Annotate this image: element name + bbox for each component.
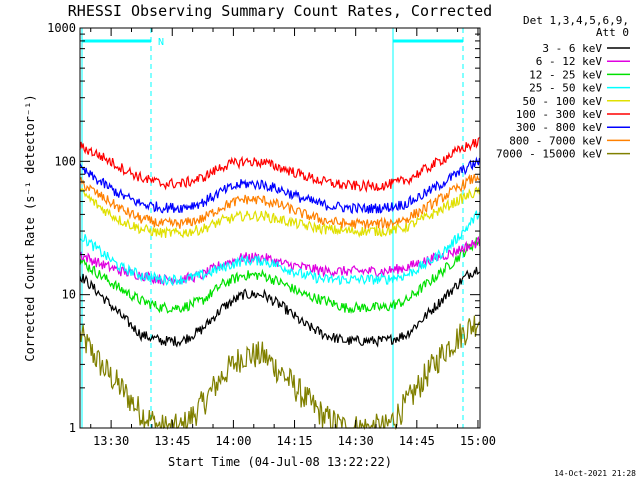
- timestamp: 14-Oct-2021 21:28: [554, 469, 636, 478]
- series-line-0: [79, 266, 480, 348]
- legend-header: Det 1,3,4,5,6,9,: [523, 14, 629, 27]
- series-line-8: [79, 315, 481, 431]
- series-line-5: [79, 137, 480, 194]
- x-tick-label: 14:15: [276, 434, 312, 448]
- chart-title: RHESSI Observing Summary Count Rates, Co…: [68, 2, 492, 20]
- y-axis-label: Corrected Count Rate (s⁻¹ detector⁻¹): [23, 94, 37, 361]
- legend-entry-label: 7000 - 15000 keV: [496, 148, 602, 161]
- series-line-3: [79, 210, 481, 287]
- legend-entry-label: 6 - 12 keV: [536, 55, 603, 68]
- y-tick-label: 1000: [47, 21, 76, 35]
- x-tick-label: 14:30: [338, 434, 374, 448]
- x-tick-label: 13:30: [93, 434, 129, 448]
- y-tick-label: 1: [69, 421, 76, 435]
- series-line-7: [79, 173, 480, 229]
- series-layer: [79, 137, 481, 431]
- legend-entry-label: 800 - 7000 keV: [509, 134, 602, 147]
- legend-header: Att 0: [596, 26, 629, 39]
- x-tick-label: 15:00: [460, 434, 496, 448]
- series-line-4: [79, 186, 481, 239]
- x-axis-label: Start Time (04-Jul-08 13:22:22): [168, 455, 392, 469]
- legend-entry-label: 12 - 25 keV: [529, 68, 602, 81]
- x-axis: 13:30 13:45 14:00 14:15 14:30 14:45 15:00: [90, 28, 496, 448]
- legend-entry-label: 3 - 6 keV: [542, 42, 602, 55]
- y-tick-label: 100: [54, 154, 76, 168]
- series-line-6: [79, 156, 481, 215]
- legend-entry-label: 300 - 800 keV: [516, 121, 602, 134]
- plot-frame: [79, 27, 481, 429]
- legend-entry-label: 50 - 100 keV: [523, 95, 603, 108]
- x-tick-label: 14:45: [399, 434, 435, 448]
- legend-entry-label: 100 - 300 keV: [516, 108, 602, 121]
- plot-area: N 13:30 13:45 14:00 14:15 14:30 14:45 15:00 11…: [47, 21, 496, 448]
- x-tick-label: 14:00: [215, 434, 251, 448]
- flag-label: N: [158, 37, 164, 48]
- legend-entry-label: 25 - 50 keV: [529, 82, 602, 95]
- series-line-1: [79, 236, 481, 287]
- y-tick-label: 10: [62, 288, 76, 302]
- series-line-2: [79, 237, 481, 315]
- y-axis: 1 10 100 1000: [47, 21, 480, 435]
- x-tick-label: 13:45: [154, 434, 190, 448]
